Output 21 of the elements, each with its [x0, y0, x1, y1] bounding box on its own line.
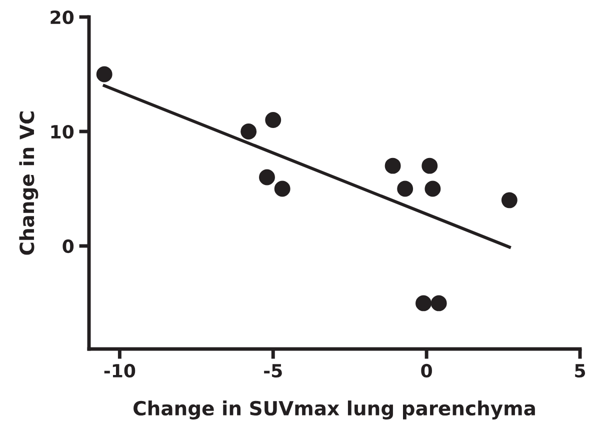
y-tick-label: 20	[50, 10, 74, 24]
y-axis-title: Change in VC	[19, 111, 38, 255]
point	[259, 169, 275, 186]
point	[274, 180, 290, 197]
y-tick-label: 0	[62, 239, 74, 254]
point	[96, 66, 112, 82]
point	[384, 158, 401, 174]
y-tick-label: 10	[51, 124, 74, 139]
x-tick-label: -5	[264, 364, 282, 378]
point	[501, 192, 518, 208]
x-axis-title: Change in SUVmax lung parenchyma	[134, 400, 535, 420]
point	[397, 180, 414, 197]
point	[430, 295, 447, 312]
point	[416, 295, 432, 312]
x-tick-label: -10	[104, 364, 136, 378]
x-tick-label: 0	[421, 364, 432, 378]
point	[422, 158, 438, 174]
point	[240, 124, 257, 140]
point	[265, 112, 282, 128]
x-tick-label: 5	[575, 364, 586, 378]
point	[424, 180, 441, 197]
